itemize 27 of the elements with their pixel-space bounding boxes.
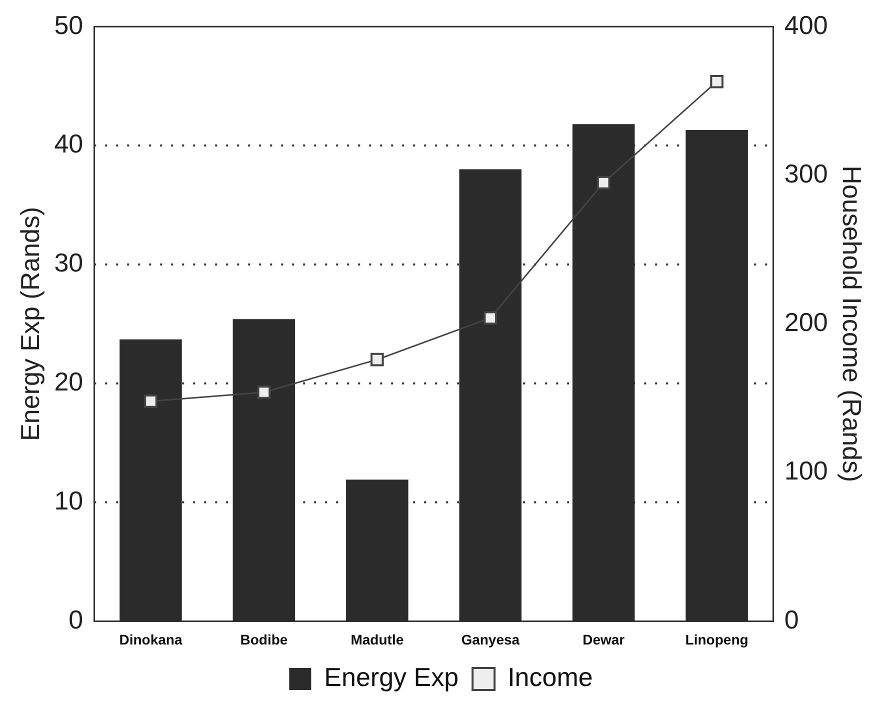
point (596, 176, 610, 190)
x-tick-label: Madutle (350, 631, 404, 648)
y-tick-label: 50 (54, 10, 84, 40)
y2-tick-label: 0 (784, 604, 799, 634)
y-tick-label: 0 (68, 604, 84, 634)
point (144, 394, 158, 408)
y2-axis-title: Household Income (Rands) (837, 166, 868, 482)
x-tick-label: Linopeng (685, 631, 748, 648)
y2-tick-label: 300 (784, 158, 828, 188)
point (710, 74, 724, 88)
legend-label: Energy Exp (324, 662, 459, 692)
x-tick-label: Bodibe (240, 631, 288, 648)
y-axis-title: Energy Exp (Rands) (14, 206, 45, 441)
y-tick-label: 20 (54, 366, 84, 397)
legend-label: Income (508, 662, 593, 692)
x-tick-label: Ganyesa (461, 631, 520, 648)
x-tick-label: Dinokana (119, 631, 182, 648)
point (370, 352, 384, 366)
y2-tick-label: 400 (784, 10, 828, 40)
y2-tick-label: 100 (784, 456, 828, 486)
point (257, 386, 271, 399)
point (484, 311, 498, 325)
y-tick-label: 10 (54, 485, 84, 516)
y2-tick-label: 200 (784, 307, 828, 338)
y-tick-label: 30 (54, 248, 84, 278)
y-tick-label: 40 (54, 128, 84, 159)
x-tick-label: Dewar (582, 631, 626, 648)
